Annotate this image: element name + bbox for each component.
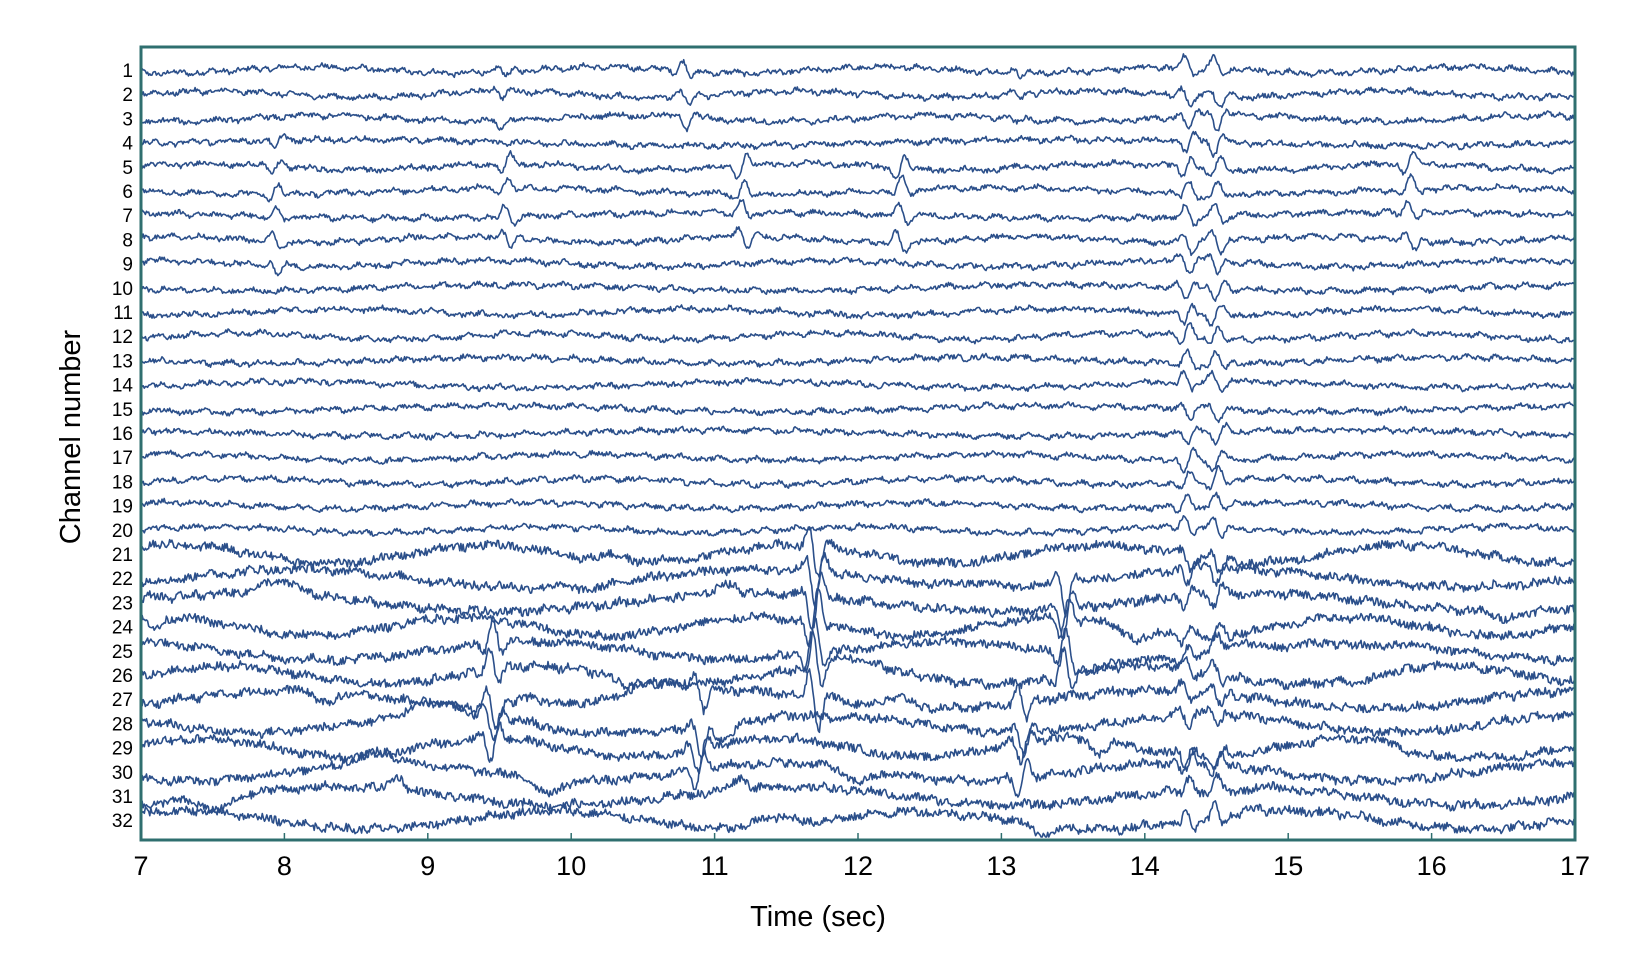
channel-trace-14 (140, 369, 1576, 393)
plot-frame (139, 45, 1577, 842)
x-tick-label: 12 (843, 851, 873, 881)
channel-trace-2 (140, 85, 1575, 109)
y-tick-label: 19 (112, 497, 133, 518)
y-tick-label: 12 (112, 327, 133, 348)
x-tick-label: 8 (277, 851, 292, 881)
x-tick-label: 10 (556, 851, 586, 881)
channel-trace-24 (140, 587, 1576, 648)
x-tick-label: 14 (1130, 851, 1160, 881)
channel-trace-16 (140, 421, 1576, 446)
channel-traces (140, 53, 1576, 838)
channel-trace-18 (141, 465, 1576, 491)
x-tick-label: 17 (1560, 851, 1590, 881)
y-tick-label: 31 (112, 787, 133, 808)
channel-trace-7 (140, 199, 1576, 227)
x-axis-label: Time (sec) (750, 901, 886, 933)
channel-trace-8 (140, 226, 1576, 257)
channel-trace-10 (140, 279, 1576, 302)
x-tick-label: 16 (1417, 851, 1447, 881)
x-tick-label: 7 (133, 851, 148, 881)
y-tick-label: 15 (112, 400, 133, 421)
y-tick-label: 20 (112, 521, 133, 542)
y-tick-label: 23 (112, 593, 133, 614)
y-tick-label: 28 (112, 714, 133, 735)
channel-trace-23 (140, 571, 1576, 639)
x-tick-label: 9 (420, 851, 435, 881)
y-tick-label: 7 (122, 206, 133, 227)
channel-trace-1 (140, 53, 1576, 80)
x-tick-label: 15 (1273, 851, 1303, 881)
channel-trace-19 (140, 491, 1576, 514)
y-tick-label: 26 (112, 666, 133, 687)
y-tick-label: 6 (122, 182, 133, 203)
channel-trace-31 (140, 771, 1576, 814)
y-tick-label: 25 (112, 642, 133, 663)
channel-trace-3 (140, 108, 1576, 133)
y-tick-label: 14 (112, 376, 134, 397)
y-tick-label: 4 (122, 134, 133, 155)
y-tick-label: 10 (112, 279, 133, 300)
x-tick-label: 11 (701, 851, 729, 881)
y-tick-label: 17 (112, 448, 133, 469)
y-tick-label: 2 (122, 85, 133, 106)
y-tick-label: 5 (122, 158, 133, 179)
y-tick-label: 21 (112, 545, 133, 566)
channel-trace-17 (140, 446, 1576, 474)
channel-trace-5 (140, 150, 1576, 180)
y-tick-label: 24 (112, 618, 134, 639)
channel-trace-22 (140, 552, 1576, 618)
channel-trace-13 (140, 348, 1576, 371)
y-tick-label: 32 (112, 811, 133, 832)
channel-trace-32 (140, 800, 1576, 838)
channel-trace-21 (140, 526, 1576, 579)
channel-trace-9 (140, 253, 1576, 277)
y-tick-label: 8 (122, 230, 133, 251)
y-tick-label: 27 (112, 690, 133, 711)
plot-background (141, 47, 1575, 840)
y-tick-label: 9 (122, 255, 133, 276)
channel-trace-11 (140, 302, 1576, 327)
y-tick-label: 16 (112, 424, 133, 445)
y-tick-label: 11 (113, 303, 133, 324)
y-tick-label: 22 (112, 569, 133, 590)
y-tick-label: 30 (112, 763, 133, 784)
y-tick-labels: 1234567891011121314151617181920212223242… (112, 61, 134, 832)
channel-trace-30 (140, 746, 1576, 798)
channel-trace-12 (140, 322, 1576, 345)
channel-trace-27 (140, 668, 1576, 734)
channel-trace-26 (140, 630, 1576, 691)
y-tick-label: 3 (122, 109, 133, 130)
channel-trace-28 (140, 696, 1576, 759)
channel-trace-4 (140, 130, 1576, 158)
x-tick-label: 13 (986, 851, 1016, 881)
channel-trace-25 (141, 615, 1576, 676)
channel-trace-6 (140, 173, 1576, 203)
channel-trace-20 (140, 515, 1576, 539)
y-tick-label: 13 (112, 351, 133, 372)
y-axis-label: Channel number (55, 329, 87, 544)
y-tick-label: 1 (122, 61, 133, 82)
y-tick-label: 29 (112, 739, 133, 760)
y-tick-label: 18 (112, 472, 133, 493)
x-tick-labels: 7 8 9 10 11 12 13 14 15 16 17 (133, 833, 1590, 881)
channel-trace-15 (140, 401, 1576, 424)
